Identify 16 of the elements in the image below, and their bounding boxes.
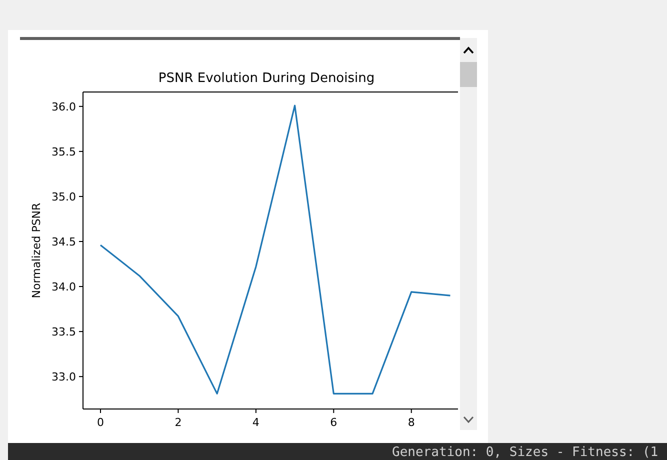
y-tick-label: 33.5: [52, 325, 76, 338]
x-tick-label: 0: [96, 416, 104, 429]
x-tick-label: 6: [330, 416, 338, 429]
line-series: [100, 104, 452, 394]
x-tick-label: 2: [174, 416, 182, 429]
y-tick-label: 33.0: [52, 370, 76, 384]
y-axis-title: Normalized PSNR: [30, 202, 43, 298]
y-tick-label: 36.0: [52, 100, 76, 114]
x-tick-label: 4: [252, 416, 260, 429]
y-tick-label: 34.5: [52, 235, 76, 248]
y-tick-label: 35.0: [52, 190, 76, 204]
x-tick-label: 8: [408, 416, 415, 429]
y-tick-label: 35.5: [52, 145, 76, 158]
y-tick-label: 34.0: [52, 280, 76, 294]
chart-title: PSNR Evolution During Denoising: [158, 71, 375, 86]
text: Generation: 0, Sizes - Fitness: (1: [392, 445, 658, 460]
